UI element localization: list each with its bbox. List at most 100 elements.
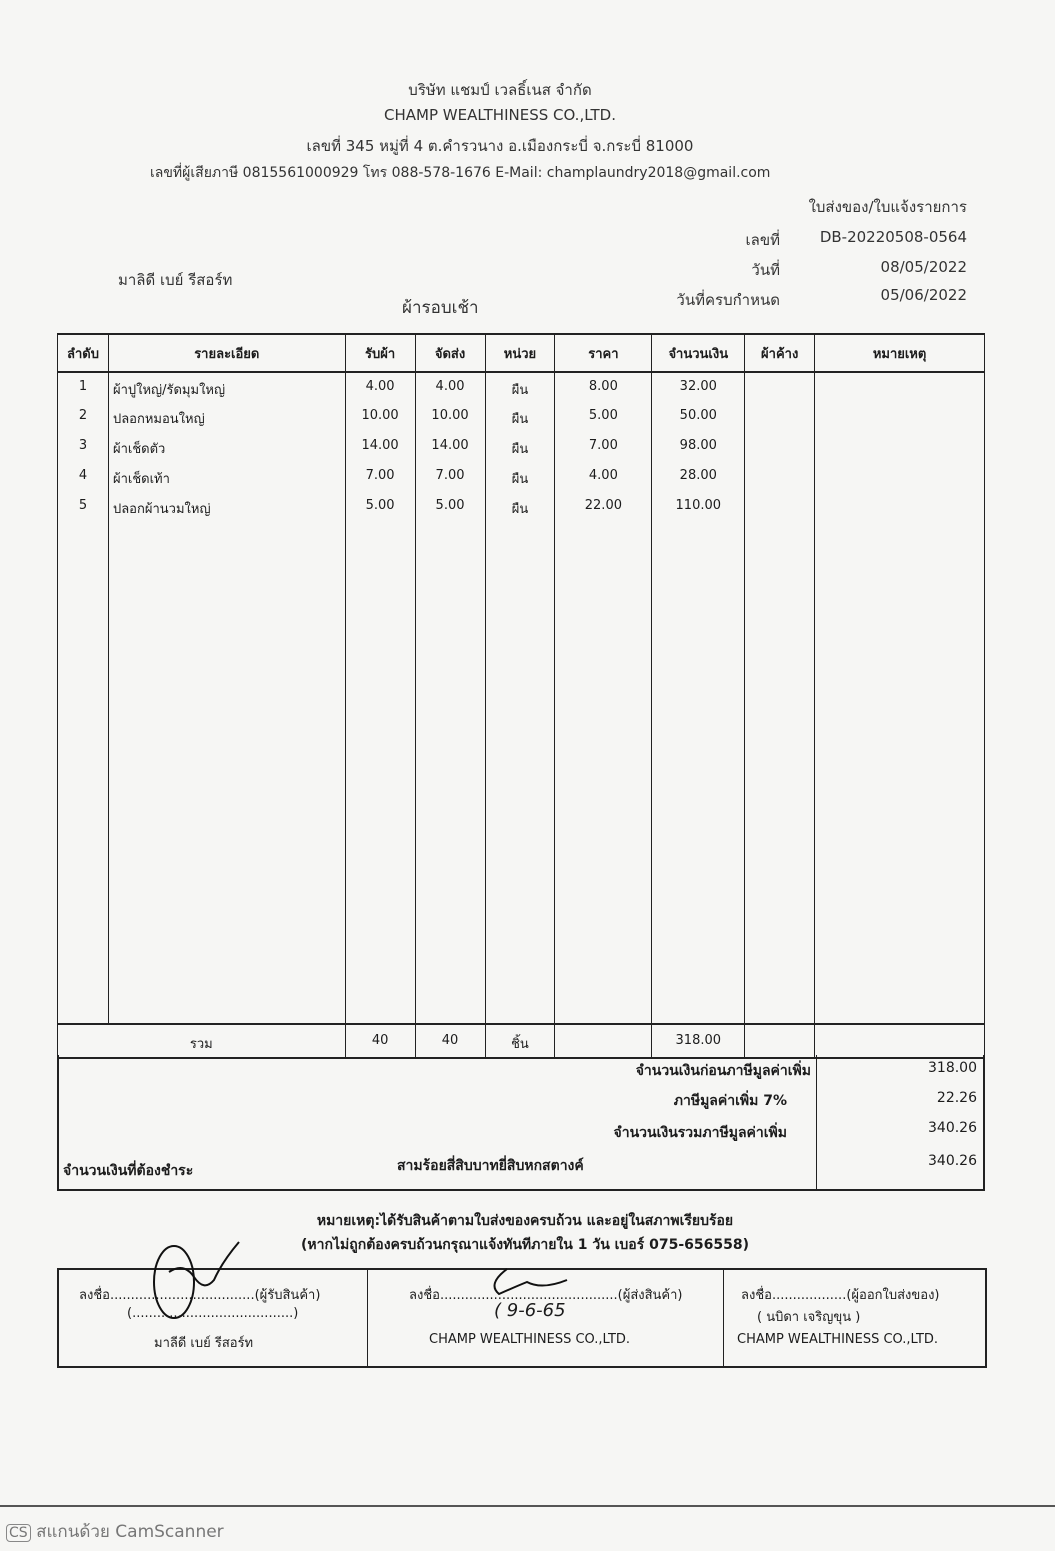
sender-signature bbox=[493, 1268, 568, 1296]
col-header: หมายเหตุ bbox=[814, 333, 985, 373]
table-cell: ผ้าเช็ดตัว bbox=[107, 432, 346, 462]
total-unit: ชิ้น bbox=[484, 1023, 556, 1059]
doc-due: 05/06/2022 bbox=[880, 286, 967, 304]
table-cell bbox=[744, 432, 816, 462]
pay-words: สามร้อยสี่สิบบาทยี่สิบหกสตางค์ bbox=[397, 1158, 584, 1174]
table-cell: ผ้าปูใหญ่/รัดมุมใหญ่ bbox=[107, 372, 346, 402]
doc-no: DB-20220508-0564 bbox=[819, 228, 967, 246]
table-cell: 14.00 bbox=[414, 432, 486, 462]
table-row: 2 ปลอกหมอนใหญ่ 10.00 10.00 ผืน 5.00 50.00 bbox=[57, 402, 985, 432]
pre-vat-value: 318.00 bbox=[928, 1060, 977, 1076]
vat-label: ภาษีมูลค่าเพิ่ม 7% bbox=[673, 1093, 787, 1109]
table-cell: 10.00 bbox=[414, 402, 486, 432]
pay-value: 340.26 bbox=[928, 1153, 977, 1169]
col-header: รับผ้า bbox=[344, 333, 416, 373]
table-row: 4 ผ้าเช็ดเท้า 7.00 7.00 ผืน 4.00 28.00 bbox=[57, 462, 985, 492]
table-cell bbox=[814, 372, 985, 402]
table-cell: ผืน bbox=[484, 402, 556, 432]
issuer-name: ( นบิดา เจริญขุน ) bbox=[757, 1310, 861, 1325]
summary-box: จำนวนเงินก่อนภาษีมูลค่าเพิ่ม 318.00 ภาษี… bbox=[57, 1055, 985, 1191]
table-cell bbox=[744, 492, 816, 522]
company-name-th: บริษัท แชมป์ เวลธิ์เนส จำกัด bbox=[408, 81, 592, 99]
camscanner-text: สแกนด้วย CamScanner bbox=[36, 1522, 224, 1542]
total-amount: 318.00 bbox=[651, 1023, 746, 1059]
table-cell: 7.00 bbox=[554, 432, 653, 462]
camscanner-logo-icon: CS bbox=[6, 1524, 31, 1542]
doc-no-label: เลขที่ bbox=[745, 231, 780, 249]
table-cell bbox=[814, 402, 985, 432]
pay-label: จำนวนเงินที่ต้องชำระ bbox=[63, 1163, 194, 1179]
table-cell: 22.00 bbox=[554, 492, 653, 522]
round-label: ผ้ารอบเช้า bbox=[402, 298, 479, 318]
table-cell: 7.00 bbox=[344, 462, 416, 492]
col-header: จัดส่ง bbox=[414, 333, 486, 373]
col-header: หน่วย bbox=[484, 333, 556, 373]
table-cell: 4.00 bbox=[344, 372, 416, 402]
table-cell: 50.00 bbox=[651, 402, 746, 432]
table-cell: 3 bbox=[57, 432, 109, 462]
table-cell: 98.00 bbox=[651, 432, 746, 462]
table-cell: ผืน bbox=[484, 372, 556, 402]
total-label: รวม bbox=[57, 1023, 346, 1059]
company-contact: เลขที่ผู้เสียภาษี 0815561000929 โทร 088-… bbox=[150, 165, 771, 181]
table-header: ลำดับ รายละเอียด รับผ้า จัดส่ง หน่วย ราค… bbox=[57, 333, 985, 373]
col-header: จำนวนเงิน bbox=[651, 333, 746, 373]
table-cell: 5.00 bbox=[414, 492, 486, 522]
receiver-sign-line: ลงชื่อ..................................… bbox=[79, 1288, 321, 1303]
table-row: 1 ผ้าปูใหญ่/รัดมุมใหญ่ 4.00 4.00 ผืน 8.00 32.0… bbox=[57, 372, 985, 402]
table-cell: 10.00 bbox=[344, 402, 416, 432]
incl-vat-value: 340.26 bbox=[928, 1120, 977, 1136]
table-cell bbox=[744, 372, 816, 402]
sender-sign-line: ลงชื่อ..................................… bbox=[409, 1288, 683, 1303]
receiver-name: มาลีดี เบย์ รีสอร์ท bbox=[154, 1336, 254, 1351]
note-line-2: (หากไม่ถูกต้องครบถ้วนกรุณาแจ้งทันทีภายใน… bbox=[301, 1237, 749, 1253]
camscanner-watermark: CS สแกนด้วย CamScanner bbox=[6, 1518, 224, 1545]
table-cell: 4 bbox=[57, 462, 109, 492]
table-cell: ผืน bbox=[484, 462, 556, 492]
items-table: ลำดับ รายละเอียด รับผ้า จัดส่ง หน่วย ราค… bbox=[57, 333, 985, 1059]
company-name-en: CHAMP WEALTHINESS CO.,LTD. bbox=[384, 106, 616, 124]
table-cell: ปลอกผ้านวมใหญ่ bbox=[107, 492, 346, 522]
receiver-signature bbox=[153, 1241, 240, 1319]
company-address: เลขที่ 345 หมู่ที่ 4 ต.คำรวนาง อ.เมืองกร… bbox=[306, 137, 694, 155]
issuer-sign-line: ลงชื่อ..................(ผู้ออกใบส่งของ) bbox=[741, 1288, 940, 1303]
doc-due-label: วันที่ครบกำหนด bbox=[676, 291, 780, 309]
table-cell bbox=[744, 402, 816, 432]
issuer-company: CHAMP WEALTHINESS CO.,LTD. bbox=[737, 1332, 939, 1347]
table-cell: 5.00 bbox=[554, 402, 653, 432]
table-cell: 4.00 bbox=[554, 462, 653, 492]
vat-value: 22.26 bbox=[936, 1090, 977, 1106]
table-cell: ผืน bbox=[484, 492, 556, 522]
table-cell: 7.00 bbox=[414, 462, 486, 492]
table-cell: 14.00 bbox=[344, 432, 416, 462]
doc-title: ใบส่งของ/ใบแจ้งรายการ bbox=[808, 198, 967, 216]
receiver-name-paren: (.......................................… bbox=[127, 1306, 299, 1321]
col-header: ลำดับ bbox=[57, 333, 109, 373]
total-delivered: 40 bbox=[414, 1023, 486, 1059]
table-cell: ผ้าเช็ดเท้า bbox=[107, 462, 346, 492]
table-cell: 8.00 bbox=[554, 372, 653, 402]
table-cell bbox=[814, 492, 985, 522]
table-row: 3 ผ้าเช็ดตัว 14.00 14.00 ผืน 7.00 98.00 bbox=[57, 432, 985, 462]
col-header: ราคา bbox=[554, 333, 653, 373]
table-cell: 110.00 bbox=[651, 492, 746, 522]
table-cell: 5.00 bbox=[344, 492, 416, 522]
table-cell: 4.00 bbox=[414, 372, 486, 402]
total-row: รวม 40 40 ชิ้น 318.00 bbox=[57, 1023, 985, 1059]
sender-handwritten-date: ( 9-6-65 bbox=[494, 1300, 566, 1321]
incl-vat-label: จำนวนเงินรวมภาษีมูลค่าเพิ่ม bbox=[613, 1125, 787, 1141]
col-header: ผ้าค้าง bbox=[744, 333, 816, 373]
col-header: รายละเอียด bbox=[107, 333, 346, 373]
doc-date-label: วันที่ bbox=[751, 261, 780, 279]
table-cell: 2 bbox=[57, 402, 109, 432]
table-cell bbox=[814, 432, 985, 462]
note-line-1: หมายเหตุ:ได้รับสินค้าตามใบส่งของครบถ้วน … bbox=[316, 1213, 734, 1229]
table-cell: 28.00 bbox=[651, 462, 746, 492]
table-cell bbox=[744, 462, 816, 492]
sender-company: CHAMP WEALTHINESS CO.,LTD. bbox=[429, 1332, 631, 1347]
table-cell: 5 bbox=[57, 492, 109, 522]
table-row: 5 ปลอกผ้านวมใหญ่ 5.00 5.00 ผืน 22.00 110.00 bbox=[57, 492, 985, 522]
total-received: 40 bbox=[344, 1023, 416, 1059]
table-cell: ผืน bbox=[484, 432, 556, 462]
table-cell bbox=[814, 462, 985, 492]
